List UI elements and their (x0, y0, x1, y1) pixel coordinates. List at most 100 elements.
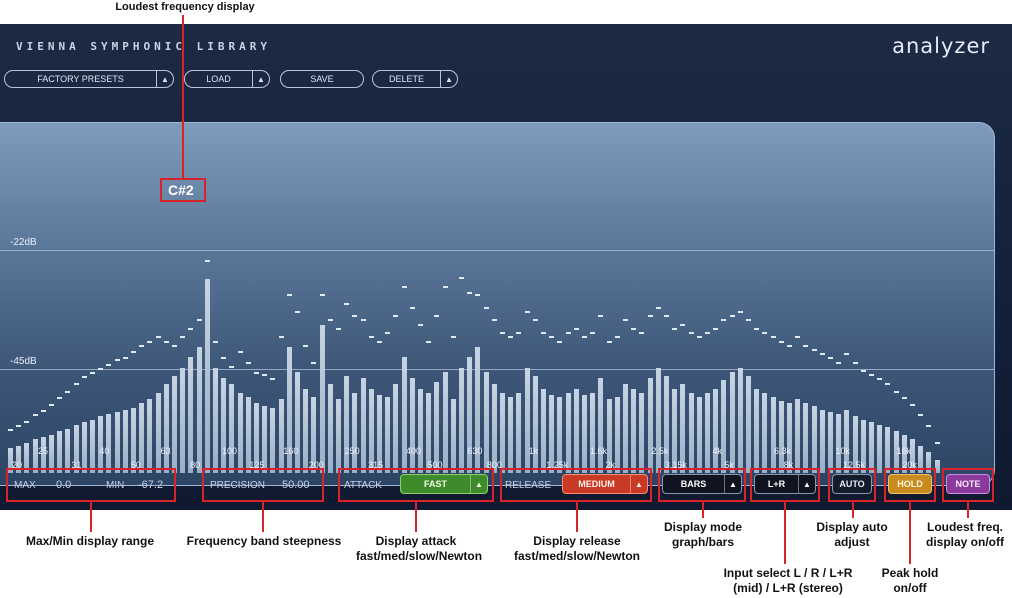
callout-line (262, 502, 264, 532)
frequency-label: 31 (71, 460, 82, 470)
callout-line (182, 15, 184, 178)
peak-marker (803, 345, 808, 347)
peak-marker (74, 383, 79, 385)
spinner-arrows-icon[interactable]: ▲︎ (440, 71, 457, 87)
peak-marker (533, 319, 538, 321)
spectrum-bar (139, 403, 144, 473)
spectrum-bar (836, 414, 841, 473)
spectrum-bar (656, 368, 661, 473)
note-button[interactable]: NOTE (946, 474, 990, 494)
highlight-box (202, 468, 324, 502)
spectrum-bar (361, 378, 366, 473)
delete-button[interactable]: DELETE ▲︎ (372, 70, 458, 88)
highlight-box (884, 468, 936, 502)
frequency-label: 25 (38, 446, 49, 456)
spectrum-bar (549, 395, 554, 473)
release-label: RELEASE (505, 480, 552, 491)
peak-marker (172, 345, 177, 347)
callout-line (702, 502, 704, 518)
attack-selector[interactable]: FAST ▲︎ (400, 474, 488, 494)
peak-marker (549, 336, 554, 338)
peak-marker (607, 341, 612, 343)
spectrum-bar (156, 393, 161, 473)
spectrum-bar (402, 357, 407, 473)
spectrum-bar (590, 393, 595, 473)
spectrum-bar (410, 378, 415, 473)
peak-marker (238, 351, 243, 353)
frequency-label: 16k (896, 446, 912, 456)
load-button[interactable]: LOAD ▲︎ (184, 70, 270, 88)
spectrum-bar (434, 382, 439, 473)
spectrum-bar (566, 393, 571, 473)
peak-marker (295, 311, 300, 313)
peak-marker (795, 336, 800, 338)
peak-marker (516, 332, 521, 334)
spectrum-bar (664, 376, 669, 473)
spectrum-bar (57, 431, 62, 473)
highlight-box (6, 468, 176, 502)
spectrum-bar (115, 412, 120, 473)
frequency-label: 800 (486, 460, 502, 470)
peak-marker (139, 345, 144, 347)
db-label: -45dB (10, 356, 37, 367)
spectrum-bar (33, 439, 38, 473)
spectrum-bar (582, 395, 587, 473)
max-value[interactable]: 0.0 (56, 479, 72, 491)
auto-button[interactable]: AUTO (832, 474, 872, 494)
spectrum-bar (541, 389, 546, 473)
frequency-label: 1.25k (546, 460, 569, 470)
spectrum-bar (639, 393, 644, 473)
factory-presets-label: FACTORY PRESETS (37, 74, 124, 84)
peak-marker (525, 311, 530, 313)
spectrum-bar (771, 397, 776, 473)
spectrum-bar (795, 399, 800, 473)
peak-marker (287, 294, 292, 296)
spectrum-bar (98, 416, 103, 473)
frequency-label: 1.6k (590, 446, 608, 456)
spectrum-bar (500, 393, 505, 473)
spectrum-bar (885, 427, 890, 473)
release-selector[interactable]: MEDIUM ▲︎ (562, 474, 648, 494)
peak-marker (894, 391, 899, 393)
frequency-label: 50 (130, 460, 141, 470)
spinner-arrows-icon[interactable]: ▲︎ (252, 71, 269, 87)
peak-marker (188, 328, 193, 330)
spinner-arrows-icon[interactable]: ▲︎ (630, 475, 647, 493)
peak-marker (689, 332, 694, 334)
frequency-label: 8k (783, 460, 794, 470)
peak-marker (910, 404, 915, 406)
spectrum-bar (492, 384, 497, 473)
precision-value[interactable]: 50.00 (282, 479, 310, 491)
input-selector[interactable]: L+R ▲︎ (754, 474, 816, 494)
hold-button[interactable]: HOLD (888, 474, 932, 494)
spectrum-bar (738, 368, 743, 473)
peak-marker (508, 336, 513, 338)
frequency-label: 6.3k (774, 446, 792, 456)
spinner-arrows-icon[interactable]: ▲︎ (724, 475, 741, 493)
spinner-arrows-icon[interactable]: ▲︎ (470, 475, 487, 493)
peak-marker (65, 391, 70, 393)
spectrum-bar (303, 389, 308, 473)
save-button[interactable]: SAVE (280, 70, 364, 88)
peak-marker (106, 364, 111, 366)
spectrum-bar (164, 384, 169, 473)
spinner-arrows-icon[interactable]: ▲︎ (156, 71, 173, 87)
highlight-box (942, 468, 994, 502)
spectrum-bar (812, 406, 817, 473)
factory-presets-button[interactable]: FACTORY PRESETS ▲︎ (4, 70, 174, 88)
spectrum-bar (344, 376, 349, 473)
spectrum-bar (820, 410, 825, 473)
attack-label: ATTACK (344, 480, 382, 491)
display-mode-selector[interactable]: BARS ▲︎ (662, 474, 742, 494)
peak-marker (443, 286, 448, 288)
input-annotation: Input select L / R / L+R (mid) / L+R (st… (723, 566, 853, 595)
peak-marker (664, 315, 669, 317)
spectrum-bar (508, 397, 513, 473)
brand-label: VIENNA SYMPHONIC LIBRARY (16, 40, 271, 53)
spectrum-bar (65, 429, 70, 473)
spectrum-bar (147, 399, 152, 473)
spinner-arrows-icon[interactable]: ▲︎ (798, 475, 815, 493)
peak-marker (623, 319, 628, 321)
highlight-box (338, 468, 494, 502)
min-value[interactable]: -67.2 (138, 479, 164, 491)
